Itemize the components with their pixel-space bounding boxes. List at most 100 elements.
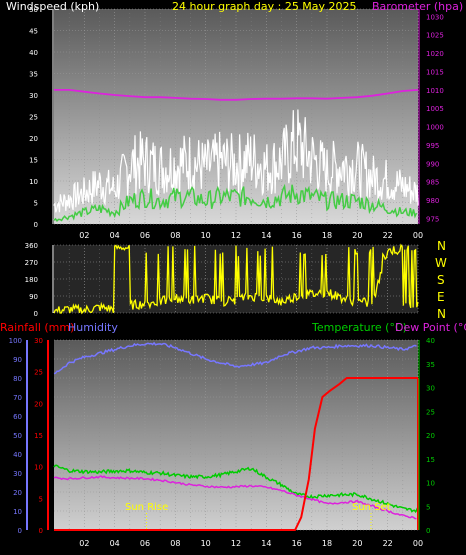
sunset-label: Sun Set (352, 502, 391, 513)
barometer-ytick-label: 1005 (426, 105, 444, 113)
wind-xtick-label: 22 (383, 231, 393, 240)
temperature-ytick-label: 35 (426, 361, 435, 369)
wind-ytick-label: 0 (34, 221, 38, 229)
climate-xtick-label: 06 (140, 539, 150, 548)
chart-title: 24 hour graph day : 25 May 2025 (172, 0, 357, 13)
climate-xtick-label: 20 (352, 539, 362, 548)
climate-xtick-label: 22 (383, 539, 393, 548)
barometer-ytick-label: 1000 (426, 124, 444, 132)
humidity-ytick-label: 60 (13, 413, 22, 421)
direction-ytick-label: 360 (25, 242, 38, 250)
temperature-ytick-label: 5 (426, 503, 430, 511)
wind-xtick-label: 14 (261, 231, 271, 240)
wind-xtick-label: 12 (231, 231, 241, 240)
barometer-ytick-label: 1030 (426, 13, 444, 21)
temperature-ytick-label: 10 (426, 480, 435, 488)
humidity-ytick-label: 20 (13, 489, 22, 497)
rainfall-ytick-label: 20 (34, 400, 43, 408)
temperature-ytick-label: 30 (426, 385, 435, 393)
wind-ytick-label: 40 (29, 49, 38, 57)
series-humidity-line (53, 341, 417, 375)
climate-xtick-label: 18 (322, 539, 332, 548)
wind-xtick-label: 08 (170, 231, 180, 240)
humidity-ytick-label: 90 (13, 356, 22, 364)
humidity-ytick-label: 40 (13, 451, 22, 459)
wind-ytick-label: 5 (34, 200, 38, 208)
wind-ytick-label: 30 (29, 92, 38, 100)
barometer-axis-title: Barometer (hpa) (372, 0, 463, 13)
direction-ytick-label: 180 (25, 276, 38, 284)
compass-w: W (435, 256, 447, 270)
barometer-ytick-label: 1025 (426, 32, 444, 40)
temperature-axis-title: Temperature (°C) (311, 321, 407, 334)
wind-xtick-label: 00 (413, 231, 423, 240)
climate-xtick-label: 04 (110, 539, 120, 548)
barometer-ytick-label: 995 (426, 142, 439, 150)
wind-ytick-label: 10 (29, 178, 38, 186)
rainfall-ytick-label: 5 (39, 495, 43, 503)
climate-xtick-label: 10 (201, 539, 211, 548)
barometer-ytick-label: 975 (426, 215, 439, 223)
climate-xtick-label: 00 (413, 539, 423, 548)
humidity-ytick-label: 50 (13, 432, 22, 440)
direction-ytick-label: 0 (34, 310, 38, 318)
wind-xtick-label: 06 (140, 231, 150, 240)
temperature-ytick-label: 0 (426, 527, 430, 535)
dewpoint-axis-title: Dew Point (°C) (395, 321, 466, 334)
sunrise-label: Sun Rise (125, 502, 168, 513)
climate-xtick-label: 02 (79, 539, 89, 548)
humidity-ytick-label: 70 (13, 394, 22, 402)
temperature-ytick-label: 25 (426, 408, 435, 416)
rainfall-ytick-label: 0 (39, 527, 43, 535)
wind-ytick-label: 50 (29, 6, 38, 14)
climate-xtick-label: 08 (170, 539, 180, 548)
barometer-ytick-label: 980 (426, 197, 439, 205)
series-temperature-line (53, 464, 419, 514)
barometer-ytick-label: 1020 (426, 50, 444, 58)
humidity-ytick-label: 100 (9, 337, 22, 345)
series-gust-line (53, 109, 419, 213)
barometer-ytick-label: 985 (426, 179, 439, 187)
wind-ytick-label: 25 (29, 114, 38, 122)
climate-xtick-label: 16 (292, 539, 302, 548)
temperature-ytick-label: 15 (426, 456, 435, 464)
compass-e: E (437, 290, 445, 304)
humidity-ytick-label: 80 (13, 375, 22, 383)
series-dewpoint-line (53, 475, 417, 520)
humidity-ytick-label: 0 (18, 527, 22, 535)
compass-n-top: N (437, 239, 446, 253)
series-wind-avg-line (53, 183, 418, 223)
humidity-axis-title: Humidity (68, 321, 118, 334)
rainfall-axis-title: Rainfall (mm) (0, 321, 74, 334)
series-rainfall-line (54, 377, 418, 531)
wind-ytick-label: 35 (29, 71, 38, 79)
barometer-ytick-label: 1015 (426, 68, 444, 76)
wind-xtick-label: 16 (292, 231, 302, 240)
rainfall-ytick-label: 15 (34, 432, 43, 440)
temperature-ytick-label: 20 (426, 432, 435, 440)
series-barometer-line (54, 89, 419, 101)
compass-n-bottom: N (437, 307, 446, 321)
climate-xtick-label: 14 (261, 539, 271, 548)
temperature-ytick-label: 40 (426, 337, 435, 345)
barometer-ytick-label: 990 (426, 160, 439, 168)
wind-ytick-label: 15 (29, 157, 38, 165)
climate-xtick-label: 12 (231, 539, 241, 548)
wind-xtick-label: 02 (79, 231, 89, 240)
compass-s: S (437, 273, 445, 287)
humidity-ytick-label: 30 (13, 470, 22, 478)
humidity-ytick-label: 10 (13, 508, 22, 516)
rainfall-ytick-label: 10 (34, 464, 43, 472)
rainfall-ytick-label: 25 (34, 369, 43, 377)
wind-xtick-label: 18 (322, 231, 332, 240)
wind-ytick-label: 20 (29, 135, 38, 143)
wind-xtick-label: 20 (352, 231, 362, 240)
wind-xtick-label: 10 (201, 231, 211, 240)
direction-ytick-label: 90 (29, 293, 38, 301)
series-direction-line (53, 243, 419, 315)
windspeed-axis-title: Windspeed (kph) (6, 0, 99, 13)
wind-xtick-label: 04 (110, 231, 120, 240)
wind-ytick-label: 45 (29, 28, 38, 36)
